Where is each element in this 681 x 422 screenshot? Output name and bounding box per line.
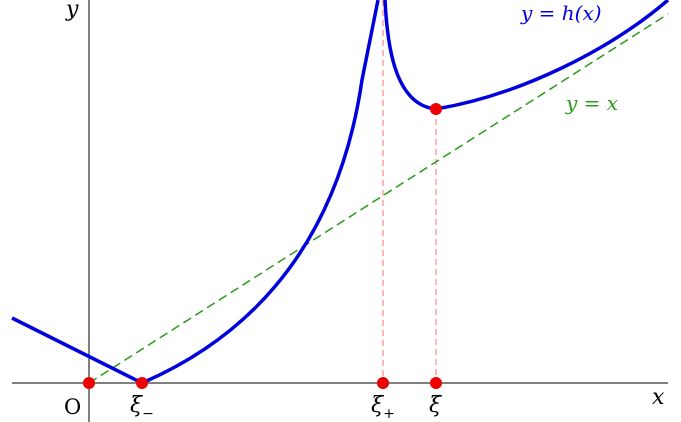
origin-label: O — [64, 395, 81, 419]
y-axis-label: y — [65, 0, 79, 22]
x-axis-label: x — [652, 385, 665, 410]
xi-point — [430, 377, 442, 389]
origin-point — [83, 377, 95, 389]
xi-minus-label: ξ− — [130, 393, 154, 422]
line-y-equals-x — [88, 13, 669, 384]
curve-h-left — [11, 0, 380, 385]
xi-label: ξ — [429, 393, 443, 418]
xi-plus-base: ξ — [371, 393, 385, 418]
xi-plus-sub: + — [383, 406, 395, 422]
xi-minus-sub: − — [142, 406, 154, 422]
xi-plus-point — [377, 377, 389, 389]
xi-minus-point — [136, 377, 148, 389]
line-yx-label: y = x — [565, 91, 618, 115]
minimum-point — [430, 103, 442, 115]
xi-minus-base: ξ — [130, 393, 144, 418]
curve-h-label: y = h(x) — [520, 1, 602, 25]
curve-h-right — [383, 0, 670, 111]
xi-plus-label: ξ+ — [371, 393, 395, 422]
